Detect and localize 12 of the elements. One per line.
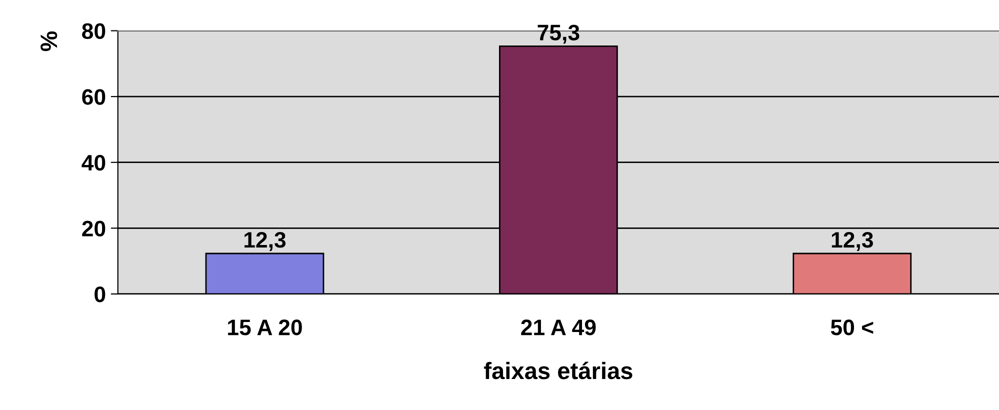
- data-label: 12,3: [832, 232, 873, 251]
- y-tick-label: 60: [82, 89, 106, 105]
- x-tick-label: 50 <: [830, 320, 874, 336]
- x-tick-label: 21 A 49: [521, 320, 596, 336]
- data-label: 12,3: [244, 232, 286, 251]
- y-tick-label: 40: [82, 154, 106, 171]
- y-tick-label: 20: [82, 220, 106, 236]
- y-tick-label: 80: [82, 23, 106, 40]
- y-axis-title: %: [40, 31, 58, 52]
- x-tick-label: 15 A 20: [228, 320, 302, 336]
- y-tick-label: 0: [94, 286, 106, 302]
- x-axis-title: faixas etárias: [484, 362, 632, 380]
